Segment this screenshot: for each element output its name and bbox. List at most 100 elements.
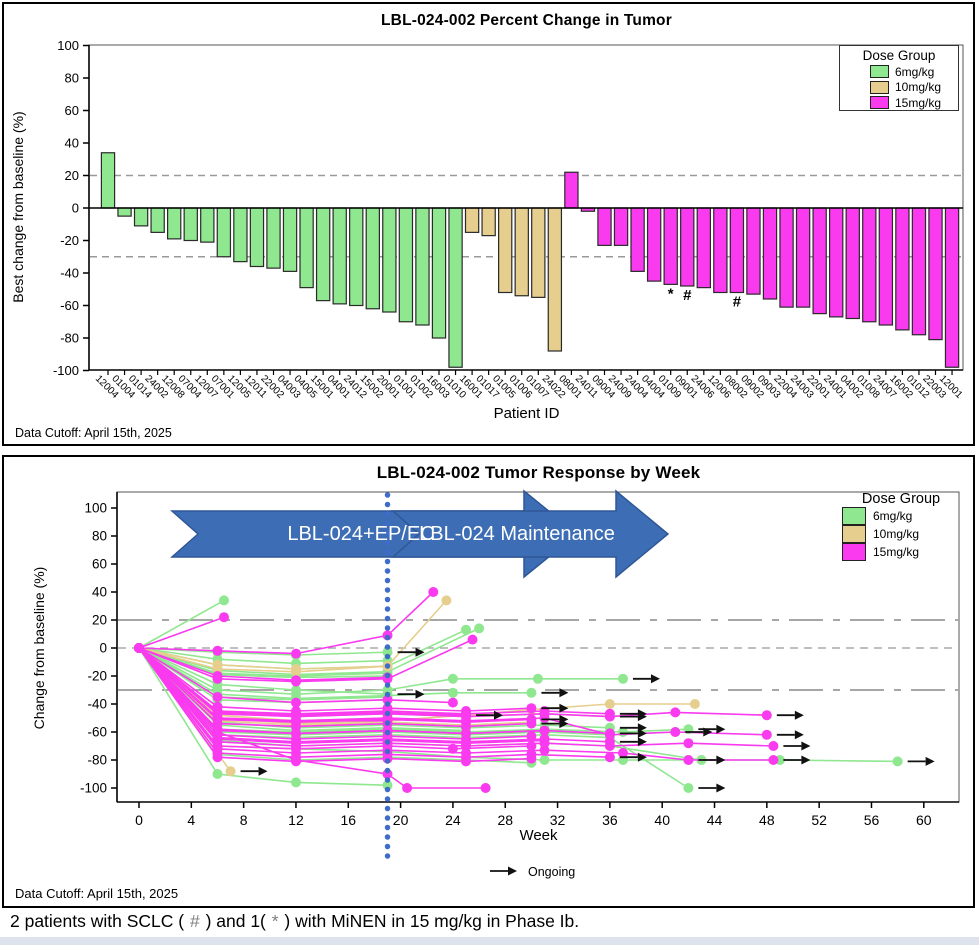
- dose-15mg-swatch: [842, 543, 866, 561]
- waterfall-bar: [365, 207, 381, 310]
- svg-text:20: 20: [65, 168, 79, 183]
- dose-6mg-swatch: [842, 507, 866, 525]
- legend-row-6mg: 6mg/kg: [870, 65, 958, 79]
- svg-text:40: 40: [65, 136, 79, 151]
- waterfall-bar: [911, 207, 927, 336]
- dose-10mg-swatch: [870, 80, 889, 94]
- phase-block-arrow: [391, 489, 670, 579]
- scan-marker: [382, 780, 393, 791]
- ongoing-arrow-head: [559, 703, 569, 713]
- waterfall-bar: [349, 207, 364, 307]
- svg-text:-80: -80: [60, 331, 79, 346]
- waterfall-bar: [845, 207, 860, 320]
- waterfall-bar: [249, 207, 265, 268]
- scan-marker: [539, 713, 550, 723]
- svg-text:0: 0: [135, 812, 143, 828]
- ongoing-arrow-head: [559, 688, 569, 698]
- figure-caption: 2 patients with SCLC ( # ) and 1( * ) wi…: [10, 911, 579, 932]
- svg-text:-100: -100: [53, 363, 79, 378]
- caption-text: 2 patients with SCLC (: [10, 911, 189, 931]
- ongoing-arrow-head: [637, 737, 647, 747]
- patient-trajectory: [138, 647, 532, 740]
- scan-marker: [670, 707, 681, 718]
- waterfall-bar: [828, 207, 844, 318]
- scan-marker: [219, 595, 229, 606]
- ongoing-arrow-head: [637, 709, 647, 719]
- svg-text:52: 52: [811, 812, 827, 828]
- svg-text:28: 28: [497, 812, 513, 828]
- svg-text:-20: -20: [87, 669, 107, 684]
- scan-marker: [461, 756, 471, 767]
- ongoing-arrow-head: [415, 689, 425, 699]
- waterfall-bar: [431, 207, 447, 339]
- svg-text:-60: -60: [60, 298, 79, 313]
- scan-marker: [768, 755, 779, 765]
- svg-text:0: 0: [72, 201, 79, 216]
- legend-label: 15mg/kg: [873, 545, 920, 559]
- phase-arrow-label-induction: LBL-024+EP/EC: [287, 523, 435, 545]
- scan-marker: [604, 711, 615, 722]
- scan-marker: [225, 766, 236, 777]
- legend-label: 10mg/kg: [873, 527, 920, 541]
- ongoing-arrow-head: [925, 756, 935, 766]
- waterfall-x-axis-label: Patient ID: [493, 405, 560, 422]
- waterfall-bar: [315, 207, 331, 302]
- svg-text:20: 20: [393, 812, 409, 828]
- dose-6mg-swatch: [870, 65, 889, 78]
- scan-marker: [428, 587, 439, 597]
- legend-row-10mg: 10mg/kg: [870, 80, 958, 94]
- scan-marker: [683, 738, 694, 749]
- svg-text:-40: -40: [87, 697, 107, 712]
- waterfall-bar: [779, 207, 794, 308]
- scan-marker: [539, 725, 550, 736]
- svg-text:12: 12: [288, 812, 304, 828]
- svg-text:-60: -60: [87, 725, 107, 740]
- svg-text:24: 24: [445, 812, 461, 828]
- ongoing-arrow-head: [637, 728, 647, 738]
- legend-title: Dose Group: [861, 491, 941, 507]
- scan-marker: [539, 738, 550, 749]
- ongoing-arrow-head: [801, 755, 811, 765]
- patient-trajectory: [138, 647, 532, 700]
- caption-text: ) with MiNEN in 15 mg/kg in Phase Ib.: [279, 911, 580, 931]
- spider-data-cutoff: Data Cutoff: April 15th, 2025: [15, 886, 179, 901]
- scan-marker: [604, 728, 615, 739]
- waterfall-plot: -100-80-60-40-20020406080100120040100401…: [53, 38, 965, 401]
- scan-marker: [474, 623, 485, 634]
- scan-marker: [539, 745, 550, 756]
- scan-marker: [761, 710, 772, 721]
- patient-trajectory: [138, 647, 532, 724]
- patient-trajectory: [138, 647, 532, 726]
- waterfall-bar: [746, 207, 761, 295]
- patient-trajectory: [138, 647, 388, 670]
- scan-marker: [761, 729, 772, 740]
- waterfall-bar: [663, 207, 678, 285]
- ongoing-arrow-head: [794, 730, 804, 740]
- svg-text:40: 40: [654, 812, 670, 828]
- waterfall-bar: [862, 207, 877, 323]
- scan-marker: [461, 721, 471, 732]
- waterfall-bar: [332, 207, 347, 305]
- spider-title: LBL-024-002 Tumor Response by Week: [376, 463, 701, 482]
- scan-marker: [441, 595, 452, 606]
- svg-text:100: 100: [57, 38, 79, 53]
- waterfall-bar: [812, 207, 827, 315]
- scan-marker: [526, 741, 537, 751]
- hash-symbol: #: [189, 911, 200, 931]
- scan-marker: [382, 694, 393, 705]
- ongoing-arrow-head: [559, 719, 569, 729]
- scan-marker: [526, 687, 537, 698]
- waterfall-y-axis-label: Best change from baseline (%): [10, 111, 26, 303]
- waterfall-data-cutoff: Data Cutoff: April 15th, 2025: [15, 426, 172, 440]
- svg-text:32: 32: [550, 812, 566, 828]
- scan-marker: [212, 692, 223, 702]
- waterfall-bar: [680, 207, 695, 287]
- ongoing-arrow-head: [637, 752, 647, 762]
- svg-text:44: 44: [707, 812, 723, 828]
- scan-marker: [134, 643, 144, 653]
- scan-marker: [539, 755, 550, 765]
- waterfall-bar: [597, 207, 612, 246]
- svg-text:60: 60: [65, 103, 79, 118]
- scan-marker: [768, 741, 779, 751]
